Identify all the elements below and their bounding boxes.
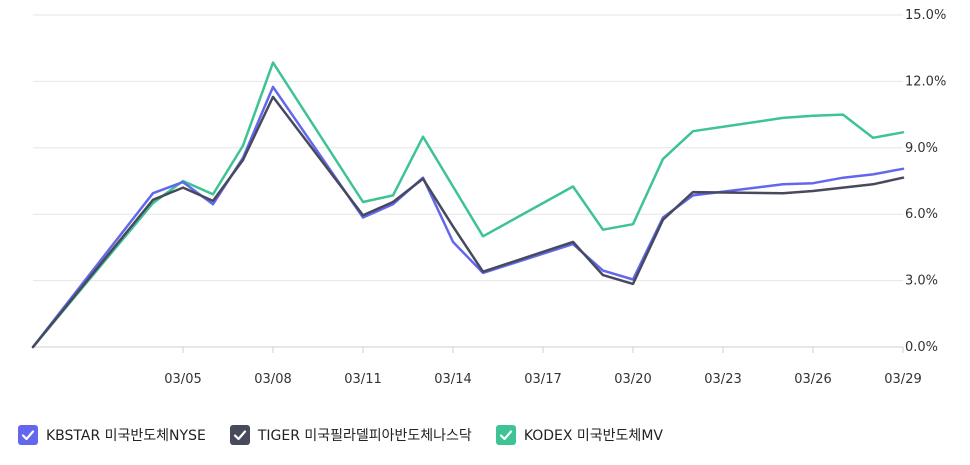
x-tick-label: 03/20 [614, 372, 651, 387]
legend-label-tiger: TIGER 미국필라델피아반도체나스닥 [257, 428, 472, 444]
legend-checkbox-kodex[interactable] [495, 425, 516, 445]
legend-checkbox-tiger[interactable] [229, 425, 250, 445]
legend-item-kodex[interactable]: KODEX 미국반도체MV [495, 425, 663, 445]
x-tick-label: 03/14 [434, 372, 471, 387]
y-tick-label: 12.0% [905, 74, 946, 89]
x-axis-ticks [182, 347, 904, 353]
y-tick-label: 6.0% [905, 207, 938, 222]
line-chart: 0.0%3.0%6.0%9.0%12.0%15.0% 03/05 03/08 03/… [31, 8, 946, 387]
series-line-1 [31, 95, 905, 349]
legend-label-kbstar: KBSTAR 미국반도체NYSE [46, 428, 206, 444]
y-tick-label: 9.0% [905, 141, 938, 156]
legend-checkbox-kbstar[interactable] [18, 425, 38, 445]
series-lines [31, 61, 905, 349]
x-tick-label: 03/26 [794, 372, 831, 387]
legend-item-kbstar[interactable]: KBSTAR 미국반도체NYSE [18, 425, 206, 445]
x-tick-label: 03/05 [164, 372, 201, 387]
check-icon [21, 430, 35, 441]
legend-label-kodex: KODEX 미국반도체MV [523, 428, 663, 444]
y-tick-label: 3.0% [905, 274, 938, 289]
x-tick-label: 03/23 [704, 372, 741, 387]
legend-item-tiger[interactable]: TIGER 미국필라델피아반도체나스닥 [229, 425, 472, 445]
check-icon [233, 430, 246, 441]
y-tick-label: 0.0% [905, 340, 938, 355]
x-tick-label: 03/08 [254, 372, 291, 387]
x-axis-labels: 03/05 03/08 03/11 03/14 03/17 03/20 03/23 03/26… [164, 372, 921, 387]
y-tick-label: 15.0% [905, 8, 946, 23]
legend: KBSTAR 미국반도체NYSE TIGER 미국필라델피아반도체나스닥 KOD… [18, 425, 687, 445]
x-tick-label: 03/17 [524, 372, 561, 387]
y-axis-labels: 0.0% 3.0% 6.0% 9.0% 12.0% 15.0% [905, 8, 946, 355]
x-tick-label: 03/29 [884, 372, 921, 387]
check-icon [499, 430, 512, 441]
gridlines [33, 14, 903, 348]
series-line-2 [31, 61, 905, 349]
series-line-0 [31, 85, 905, 349]
x-tick-label: 03/11 [344, 372, 381, 387]
